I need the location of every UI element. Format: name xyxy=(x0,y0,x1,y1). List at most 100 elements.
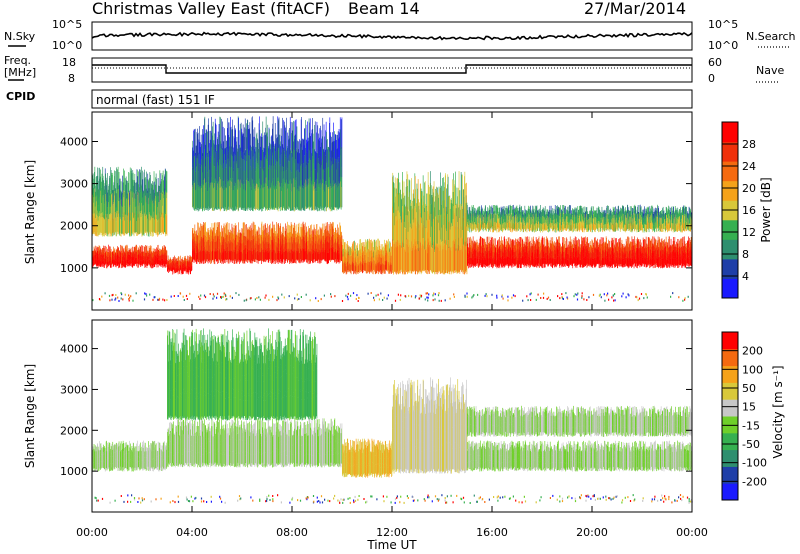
data-cell xyxy=(412,208,414,230)
data-cell xyxy=(262,237,264,250)
data-cell xyxy=(285,223,286,237)
data-cell xyxy=(144,260,146,268)
data-cell xyxy=(298,250,299,263)
data-cell xyxy=(582,247,584,258)
data-cell xyxy=(182,263,184,267)
data-cell xyxy=(459,250,460,273)
data-cell xyxy=(634,236,635,246)
data-cell xyxy=(351,248,353,256)
data-cell xyxy=(451,247,453,273)
data-cell xyxy=(404,249,406,271)
data-cell xyxy=(483,222,485,228)
data-cell xyxy=(410,247,411,272)
data-cell xyxy=(527,259,529,266)
data-cell xyxy=(361,262,363,272)
data-cell xyxy=(510,223,512,229)
data-cell xyxy=(625,245,626,252)
data-cell xyxy=(182,259,183,265)
data-cell xyxy=(244,235,246,246)
data-cell xyxy=(492,207,494,215)
data-cell xyxy=(277,224,279,238)
data-cell xyxy=(396,247,397,275)
data-cell xyxy=(383,255,384,264)
data-cell xyxy=(475,256,477,264)
data-cell xyxy=(349,249,351,257)
data-cell xyxy=(474,240,476,250)
data-cell xyxy=(472,236,474,247)
data-cell xyxy=(257,231,258,242)
nsky-frame xyxy=(91,21,693,51)
data-cell xyxy=(220,232,221,243)
data-cell xyxy=(174,255,175,262)
data-cell xyxy=(181,263,182,269)
data-cell xyxy=(652,255,654,266)
data-cell xyxy=(574,249,575,258)
data-cell xyxy=(161,254,162,259)
data-cell xyxy=(589,259,590,266)
data-cell xyxy=(224,227,225,240)
data-cell xyxy=(346,243,347,254)
data-cell xyxy=(654,247,655,256)
data-cell xyxy=(429,194,431,220)
data-cell xyxy=(487,243,489,251)
data-cell xyxy=(537,222,539,229)
data-cell xyxy=(304,251,306,262)
data-cell xyxy=(437,194,439,221)
data-cell xyxy=(536,249,538,259)
data-cell xyxy=(364,253,365,263)
data-cell xyxy=(538,246,539,255)
data-cell xyxy=(134,253,136,259)
cpid-frame xyxy=(91,89,693,109)
data-cell xyxy=(282,253,283,264)
data-cell xyxy=(598,258,599,264)
data-cell xyxy=(548,248,550,256)
data-cell xyxy=(144,253,146,261)
data-cell xyxy=(340,225,341,237)
data-cell xyxy=(584,247,585,258)
data-cell xyxy=(527,252,529,260)
data-cell xyxy=(510,223,511,232)
data-cell xyxy=(652,236,654,247)
data-cell xyxy=(315,243,316,253)
data-cell xyxy=(164,248,166,255)
data-cell xyxy=(274,227,276,239)
data-cell xyxy=(567,253,569,260)
data-cell xyxy=(492,220,493,227)
data-cell xyxy=(667,259,669,268)
data-cell xyxy=(624,248,626,255)
data-cell xyxy=(504,207,506,216)
data-cell xyxy=(296,244,298,253)
data-cell xyxy=(644,255,645,264)
data-cell xyxy=(348,263,350,273)
data-cell xyxy=(275,242,276,253)
data-cell xyxy=(244,236,245,250)
data-cell xyxy=(308,250,310,262)
data-cell xyxy=(651,246,653,253)
data-cell xyxy=(442,178,443,210)
data-cell xyxy=(313,241,314,253)
data-cell xyxy=(646,260,647,267)
data-cell xyxy=(544,253,546,261)
data-cell xyxy=(542,207,544,216)
data-cell xyxy=(206,232,208,242)
data-cell xyxy=(682,237,684,248)
data-cell xyxy=(496,206,497,215)
data-cell xyxy=(591,253,592,261)
data-cell xyxy=(98,259,99,266)
data-cell xyxy=(386,240,388,251)
data-cell xyxy=(148,258,150,265)
data-cell xyxy=(134,247,136,253)
data-cell xyxy=(427,211,429,233)
data-cell xyxy=(96,247,97,254)
data-cell xyxy=(98,251,100,258)
data-cell xyxy=(521,243,523,251)
data-cell xyxy=(331,223,333,236)
data-cell xyxy=(160,249,162,256)
data-cell xyxy=(200,236,201,250)
data-cell xyxy=(407,186,408,216)
data-cell xyxy=(472,240,473,249)
data-cell xyxy=(336,233,338,243)
data-cell xyxy=(403,197,404,223)
data-cell xyxy=(334,242,335,253)
data-cell xyxy=(472,207,474,215)
